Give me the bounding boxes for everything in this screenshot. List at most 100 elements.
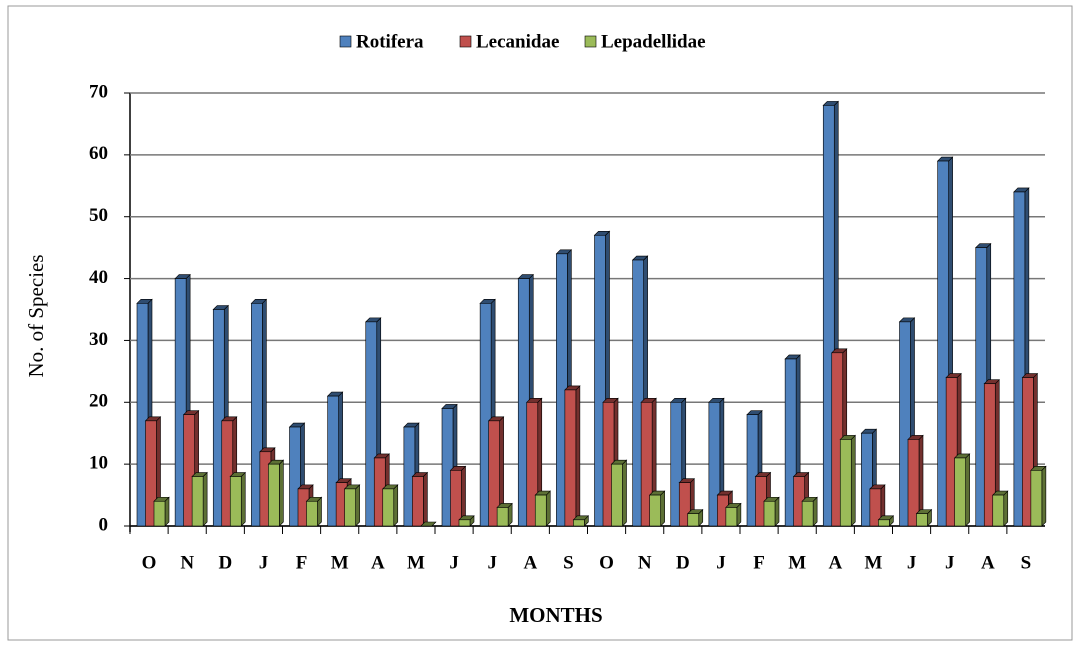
bar-front — [145, 420, 157, 527]
bar — [420, 521, 437, 527]
x-tick-label: F — [753, 552, 765, 573]
bar-front — [365, 321, 378, 527]
x-tick-label: A — [981, 552, 995, 573]
bar — [801, 496, 818, 527]
x-tick-label: J — [259, 552, 269, 573]
bar-front — [611, 463, 623, 527]
bar-side — [622, 459, 627, 527]
bar — [564, 385, 581, 527]
bar-front — [526, 401, 539, 527]
x-tick-label: J — [716, 552, 726, 573]
y-tick-label: 40 — [89, 267, 108, 288]
frame — [7, 5, 1073, 641]
bar-side — [164, 496, 170, 527]
legend-swatch — [339, 35, 352, 48]
bar-side — [812, 496, 818, 527]
bar — [305, 496, 323, 527]
bar-front — [937, 160, 949, 527]
bar-front — [1022, 377, 1034, 527]
bar — [487, 416, 505, 527]
x-tick-label: A — [828, 552, 842, 573]
y-tick-label: 10 — [89, 453, 108, 474]
bar-front — [1013, 191, 1026, 527]
bar — [229, 471, 246, 527]
bar-front — [983, 383, 996, 527]
bar-front — [594, 234, 606, 527]
bar — [725, 502, 742, 527]
bar — [953, 453, 971, 527]
y-tick-label: 20 — [89, 391, 108, 412]
bar-front — [306, 500, 318, 527]
y-tick-label: 50 — [89, 205, 108, 226]
bar — [343, 484, 361, 527]
bar-front — [458, 519, 471, 527]
bar-side — [1003, 490, 1009, 527]
bar-front — [488, 420, 500, 527]
bar — [610, 459, 628, 527]
bar-side — [850, 434, 856, 527]
bar — [992, 490, 1009, 527]
bar-front — [564, 389, 577, 527]
bar-front — [954, 457, 966, 527]
x-tick-label: S — [563, 552, 574, 573]
y-tick-label: 60 — [89, 143, 108, 164]
x-tick-label: F — [296, 552, 308, 573]
y-axis-label: No. of Species — [24, 254, 48, 377]
bar-front — [708, 401, 721, 527]
x-tick-label: A — [371, 552, 385, 573]
bar-front — [801, 500, 814, 527]
bar-front — [687, 513, 700, 527]
bar-front — [632, 259, 644, 527]
x-tick-label: O — [599, 552, 614, 573]
bar-front — [1030, 470, 1043, 527]
bar-side — [279, 459, 284, 527]
x-tick-label: D — [676, 552, 690, 573]
bar-front — [916, 513, 928, 527]
bar-front — [746, 414, 759, 527]
bar-front — [327, 395, 339, 527]
x-tick-label: M — [788, 552, 806, 573]
legend-label: Lepadellidae — [601, 31, 706, 52]
bar-side — [1041, 465, 1047, 527]
bar — [496, 502, 513, 527]
bar-front — [183, 414, 195, 527]
bar-front — [878, 519, 890, 527]
x-tick-label: N — [180, 552, 194, 573]
bar-front — [573, 519, 585, 527]
bar-front — [412, 476, 424, 527]
legend-swatch — [584, 35, 597, 48]
bar — [763, 496, 780, 527]
x-tick-label: M — [864, 552, 882, 573]
bar — [458, 515, 475, 527]
bar-front — [212, 309, 225, 527]
bar — [382, 484, 399, 527]
bar-front — [496, 507, 509, 527]
bar-front — [153, 500, 166, 527]
bar-front — [221, 420, 234, 527]
bar-front — [382, 488, 395, 527]
bar-front — [136, 303, 149, 527]
bar-front — [822, 105, 835, 527]
bar-front — [640, 401, 653, 527]
bar-front — [784, 358, 797, 527]
bar-front — [763, 500, 776, 527]
bar-front — [670, 401, 683, 527]
bar-side — [317, 496, 322, 527]
bar-side — [393, 484, 399, 527]
bar-side — [240, 471, 246, 527]
bar-front — [534, 494, 547, 527]
bar-front — [945, 377, 958, 527]
bar-front — [289, 426, 301, 527]
bar-front — [251, 303, 263, 527]
bar-front — [229, 476, 242, 527]
x-tick-label: J — [907, 552, 917, 573]
x-tick-label: A — [523, 552, 537, 573]
bar-front — [268, 463, 280, 527]
bar — [687, 508, 704, 527]
bar-side — [202, 471, 208, 527]
x-tick-label: J — [945, 552, 955, 573]
bar-front — [899, 321, 911, 527]
bar-front — [479, 303, 492, 527]
bar — [191, 471, 208, 527]
